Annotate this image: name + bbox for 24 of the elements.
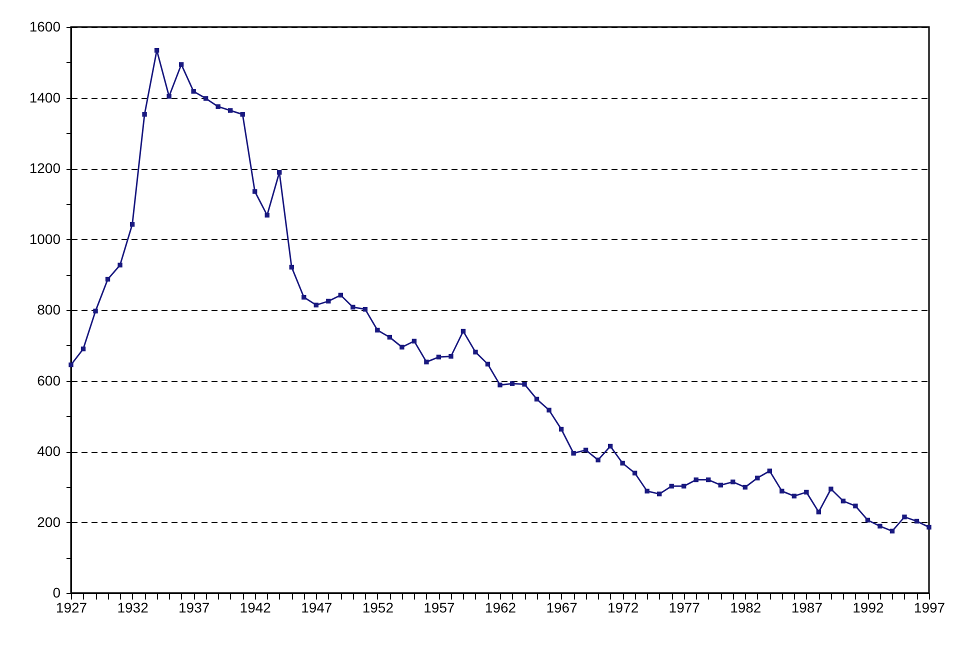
y-tick-label: 1200 [29,160,61,176]
y-tick-label: 400 [37,443,61,459]
x-tick-label: 1937 [178,600,210,616]
y-tick-label: 800 [37,302,61,318]
y-tick-label: 1000 [29,230,61,247]
x-tick-label: 1947 [301,600,332,616]
x-tick-label: 1992 [852,600,884,616]
y-tick-label: 1400 [29,89,61,106]
x-tick-label: 1942 [240,600,272,616]
x-tick-label: 1997 [914,600,946,616]
x-tick-label: 1972 [607,600,639,616]
x-tick-label: 1962 [484,600,516,616]
y-tick-label: 200 [37,514,61,530]
y-tick-label: 1600 [29,18,61,34]
y-tick-label: 0 [52,584,61,600]
x-tick-label: 1982 [730,600,762,616]
x-tick-label: 1957 [424,600,455,616]
x-tick-label: 1932 [117,600,149,616]
y-tick-label: 600 [37,372,61,388]
x-tick-label: 1987 [791,600,823,616]
x-tick-label: 1967 [546,600,578,616]
x-tick-label: 1927 [56,600,88,616]
x-tick-label: 1952 [362,600,394,616]
x-tick-label: 1977 [668,600,700,616]
